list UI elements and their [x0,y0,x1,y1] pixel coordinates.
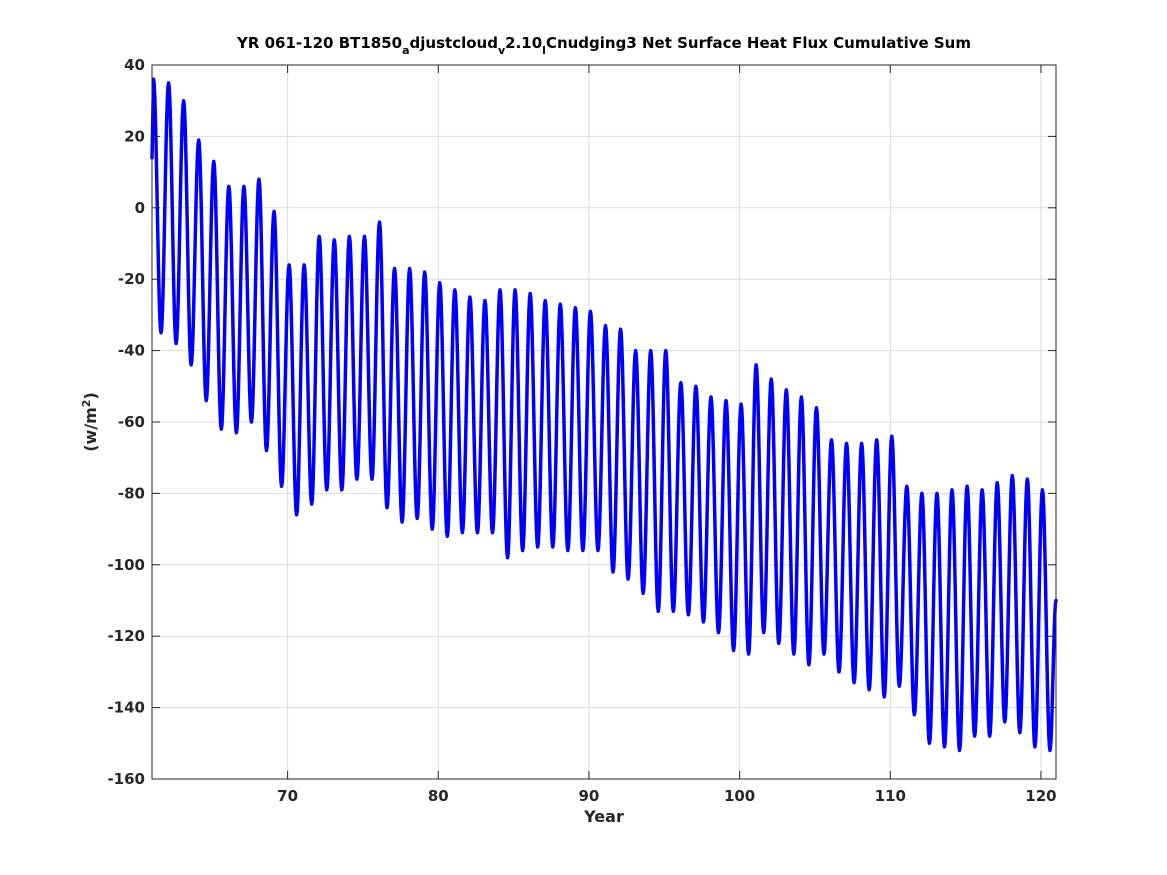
y-tick-label: -60 [118,413,145,431]
title-sub-2: v [498,44,506,57]
x-tick-label: 90 [578,787,599,805]
x-tick-label: 110 [875,787,906,805]
y-tick-label: -100 [107,556,145,574]
y-tick-label: -40 [118,342,145,360]
x-tick-label: 70 [277,787,298,805]
title-prefix: YR 061-120 BT1850 [236,34,402,52]
title-suffix: Cnudging3 Net Surface Heat Flux Cumulati… [546,34,971,52]
y-tick-label: 0 [135,199,145,217]
y-tick-label: -120 [107,627,145,645]
x-tick-label: 120 [1025,787,1056,805]
title-sub-3: l [542,44,546,57]
chart-title: YR 061-120 BT1850adjustcloudv2.10lCnudgi… [236,34,971,57]
y-tick-label: 20 [124,127,145,145]
y-tick-label: -80 [118,484,145,502]
x-tick-label: 100 [724,787,755,805]
y-tick-label: 40 [124,56,145,74]
y-label-base: (w/m [81,407,100,452]
x-tick-label: 80 [428,787,449,805]
y-tick-label: -140 [107,699,145,717]
y-label-sup: 2 [80,400,93,408]
x-axis-label: Year [583,807,624,826]
series-group [150,77,1058,753]
title-sub-1: a [402,44,409,57]
y-tick-label: -20 [118,270,145,288]
y-tick-label: -160 [107,770,145,788]
title-mid-2: 2.10 [505,34,542,52]
y-label-close: ) [81,392,100,399]
series-line [150,77,1058,753]
axis-ticks: 70 80 90 100 110 120 40 20 0 -20 -40 -60 -80 -100 -120… [107,56,1056,805]
y-axis-label: (w/m2) [80,392,100,452]
title-mid-1: djustcloud [410,34,498,52]
